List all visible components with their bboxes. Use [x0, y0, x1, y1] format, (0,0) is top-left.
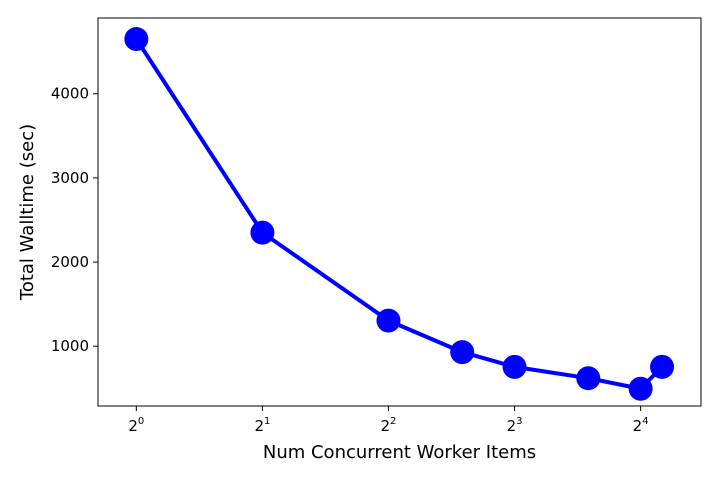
series-layer [124, 27, 675, 401]
x-axis-label: Num Concurrent Worker Items [263, 442, 536, 463]
x-tick-label: 20 [128, 416, 144, 435]
x-tick-base: 2 [254, 417, 264, 435]
y-axis-label: Total Walltime (sec) [17, 124, 38, 301]
data-point [124, 27, 149, 52]
y-axis: 1000 2000 3000 4000 [51, 85, 98, 355]
x-tick-exponent: 4 [642, 416, 648, 427]
data-point [650, 354, 675, 379]
data-point [376, 308, 401, 333]
y-tick-label: 4000 [51, 85, 89, 103]
data-point [250, 220, 275, 245]
plot-frame [97, 17, 702, 407]
y-tick-label: 1000 [51, 337, 89, 355]
data-point [576, 366, 601, 391]
x-tick-label: 23 [507, 416, 523, 435]
x-tick-exponent: 1 [264, 416, 270, 427]
data-point [628, 376, 653, 401]
x-tick-base: 2 [507, 417, 517, 435]
x-tick-exponent: 3 [516, 416, 522, 427]
x-tick-base: 2 [381, 417, 391, 435]
x-tick-base: 2 [128, 417, 138, 435]
y-tick-label: 3000 [51, 169, 89, 187]
data-point [502, 354, 527, 379]
x-tick-label: 21 [254, 416, 270, 435]
data-point [450, 340, 475, 365]
y-tick-label: 2000 [51, 253, 89, 271]
x-tick-base: 2 [633, 417, 643, 435]
x-tick-exponent: 2 [390, 416, 396, 427]
x-axis: 20 21 22 23 24 [128, 406, 649, 435]
x-tick-label: 24 [633, 416, 649, 435]
x-tick-label: 22 [381, 416, 397, 435]
x-tick-exponent: 0 [138, 416, 144, 427]
